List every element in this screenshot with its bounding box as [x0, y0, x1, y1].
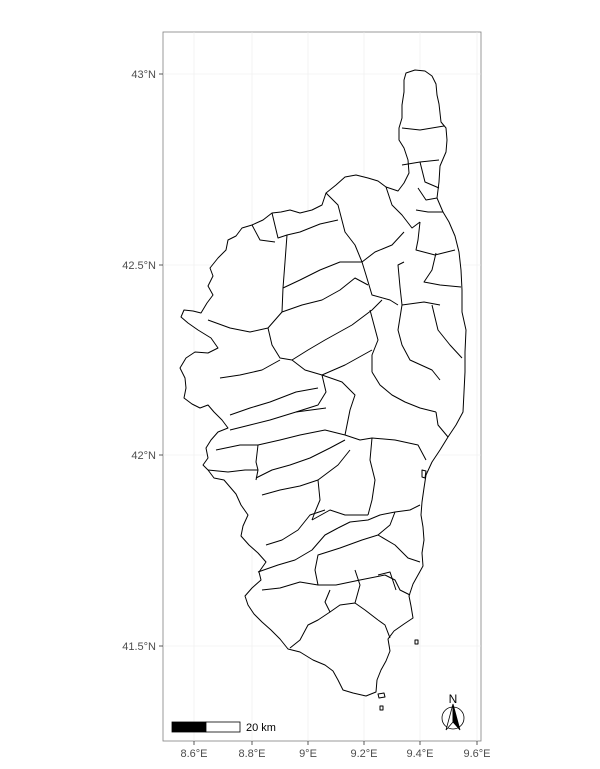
x-tick-label: 9.4°E [406, 748, 433, 760]
x-tick-label: 9.6°E [463, 748, 490, 760]
islet [379, 705, 384, 711]
x-tick-label: 9.2°E [350, 748, 377, 760]
scale-bar: 20 km [171, 721, 276, 734]
x-tick-label: 8.8°E [238, 748, 265, 760]
y-tick-label: 43°N [131, 69, 156, 81]
y-tick-label: 42°N [131, 450, 156, 462]
x-tick-label: 9°E [299, 748, 317, 760]
y-tick-label: 41.5°N [122, 641, 156, 653]
x-axis-labels: 8.6°E 8.8°E 9°E 9.2°E 9.4°E 9.6°E [180, 748, 490, 760]
canton-boundaries [207, 125, 463, 649]
north-arrow-label: N [449, 692, 458, 706]
y-tick-label: 42.5°N [122, 260, 156, 272]
islet [414, 639, 419, 645]
axis-ticks [159, 73, 478, 745]
islet [377, 692, 386, 699]
x-tick-label: 8.6°E [180, 748, 207, 760]
islet [421, 469, 427, 479]
y-axis-labels: 43°N 42.5°N 42°N 41.5°N [122, 69, 156, 653]
scale-bar-label: 20 km [246, 722, 276, 734]
north-arrow-icon: N [441, 692, 465, 731]
